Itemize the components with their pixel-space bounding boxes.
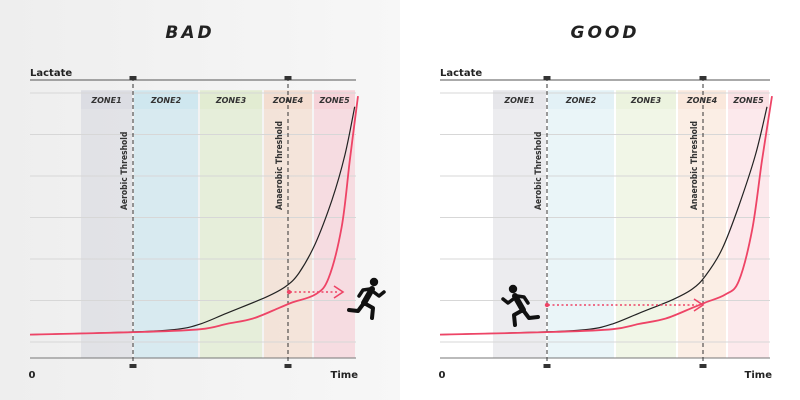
zone-label-5: ZONE5 [318,96,350,105]
lactate-curve-red [29,95,359,336]
zone-band-2 [548,90,614,358]
zone-label-bg-2 [548,91,614,109]
threshold-cap-bottom-1 [129,364,137,368]
runner-icon [501,284,540,327]
chart-title: GOOD [571,23,640,43]
threshold-cap-top-1 [543,76,551,80]
zone-label-3: ZONE3 [630,96,662,105]
threshold-label-2: Anaerobic Threshold [690,121,700,210]
y-axis-label: Lactate [30,68,72,79]
threshold-label-1: Aerobic Threshold [120,132,130,210]
runner-front-arm [501,295,518,305]
threshold-label-1: Aerobic Threshold [534,132,544,210]
gridlines [30,92,356,343]
pace-arrow-head [333,285,345,299]
zone-label-2: ZONE2 [565,96,597,105]
threshold-cap-bottom-1 [543,364,551,368]
zone-label-bg-1 [493,91,546,109]
y-axis-label: Lactate [440,68,482,79]
zone-label-5: ZONE5 [732,96,764,105]
zone-label-bg-3 [616,91,676,109]
pace-arrow-dot [544,302,550,308]
x-origin-label: 0 [439,370,446,381]
threshold-cap-top-2 [284,76,292,80]
threshold-cap-top-2 [699,76,707,80]
zone-label-1: ZONE1 [503,96,534,105]
zones: ZONE1 ZONE2 ZONE3 ZONE4 ZONE5 [81,90,355,358]
zone-label-1: ZONE1 [90,96,121,105]
zone-band-4 [678,90,726,358]
zone-band-5 [314,90,355,358]
runner-front-leg [362,301,375,320]
pace-arrow-dot [286,289,292,295]
threshold-cap-top-1 [129,76,137,80]
zone-label-2: ZONE2 [150,96,182,105]
good-chart: GOOD ZONE1 ZONE2 ZONE3 ZONE4 ZONE5 Lactate Time… [439,23,773,381]
x-axis-label: Time [745,370,773,381]
runner-icon [347,277,386,320]
x-axis-label: Time [331,370,359,381]
zone-label-bg-3 [200,91,262,109]
x-origin-label: 0 [29,370,36,381]
threshold-cap-bottom-2 [284,364,292,368]
gridlines [440,92,770,343]
threshold-cap-bottom-2 [699,364,707,368]
runner-back-leg [347,301,366,313]
zone-band-2 [134,90,198,358]
threshold-label-2: Anaerobic Threshold [275,121,285,210]
runner-back-leg [521,308,540,320]
zone-label-4: ZONE4 [686,96,718,105]
runner-head [369,277,379,287]
zone-label-3: ZONE3 [215,96,247,105]
zone-label-bg-5 [314,91,355,109]
runner-head [508,284,518,294]
runner-back-arm [515,294,530,305]
zone-band-1 [81,90,132,358]
zone-band-5 [728,90,769,358]
zone-label-bg-5 [728,91,769,109]
pace-arrow-head [693,298,705,312]
zone-label-bg-2 [134,91,198,109]
zone-label-bg-4 [678,91,726,109]
runner-front-arm [369,288,386,298]
runner-front-leg [512,308,525,327]
runner-back-arm [357,287,372,298]
chart-title: BAD [165,23,214,43]
lactate-curve-red [439,95,773,336]
zone-label-bg-1 [81,91,132,109]
